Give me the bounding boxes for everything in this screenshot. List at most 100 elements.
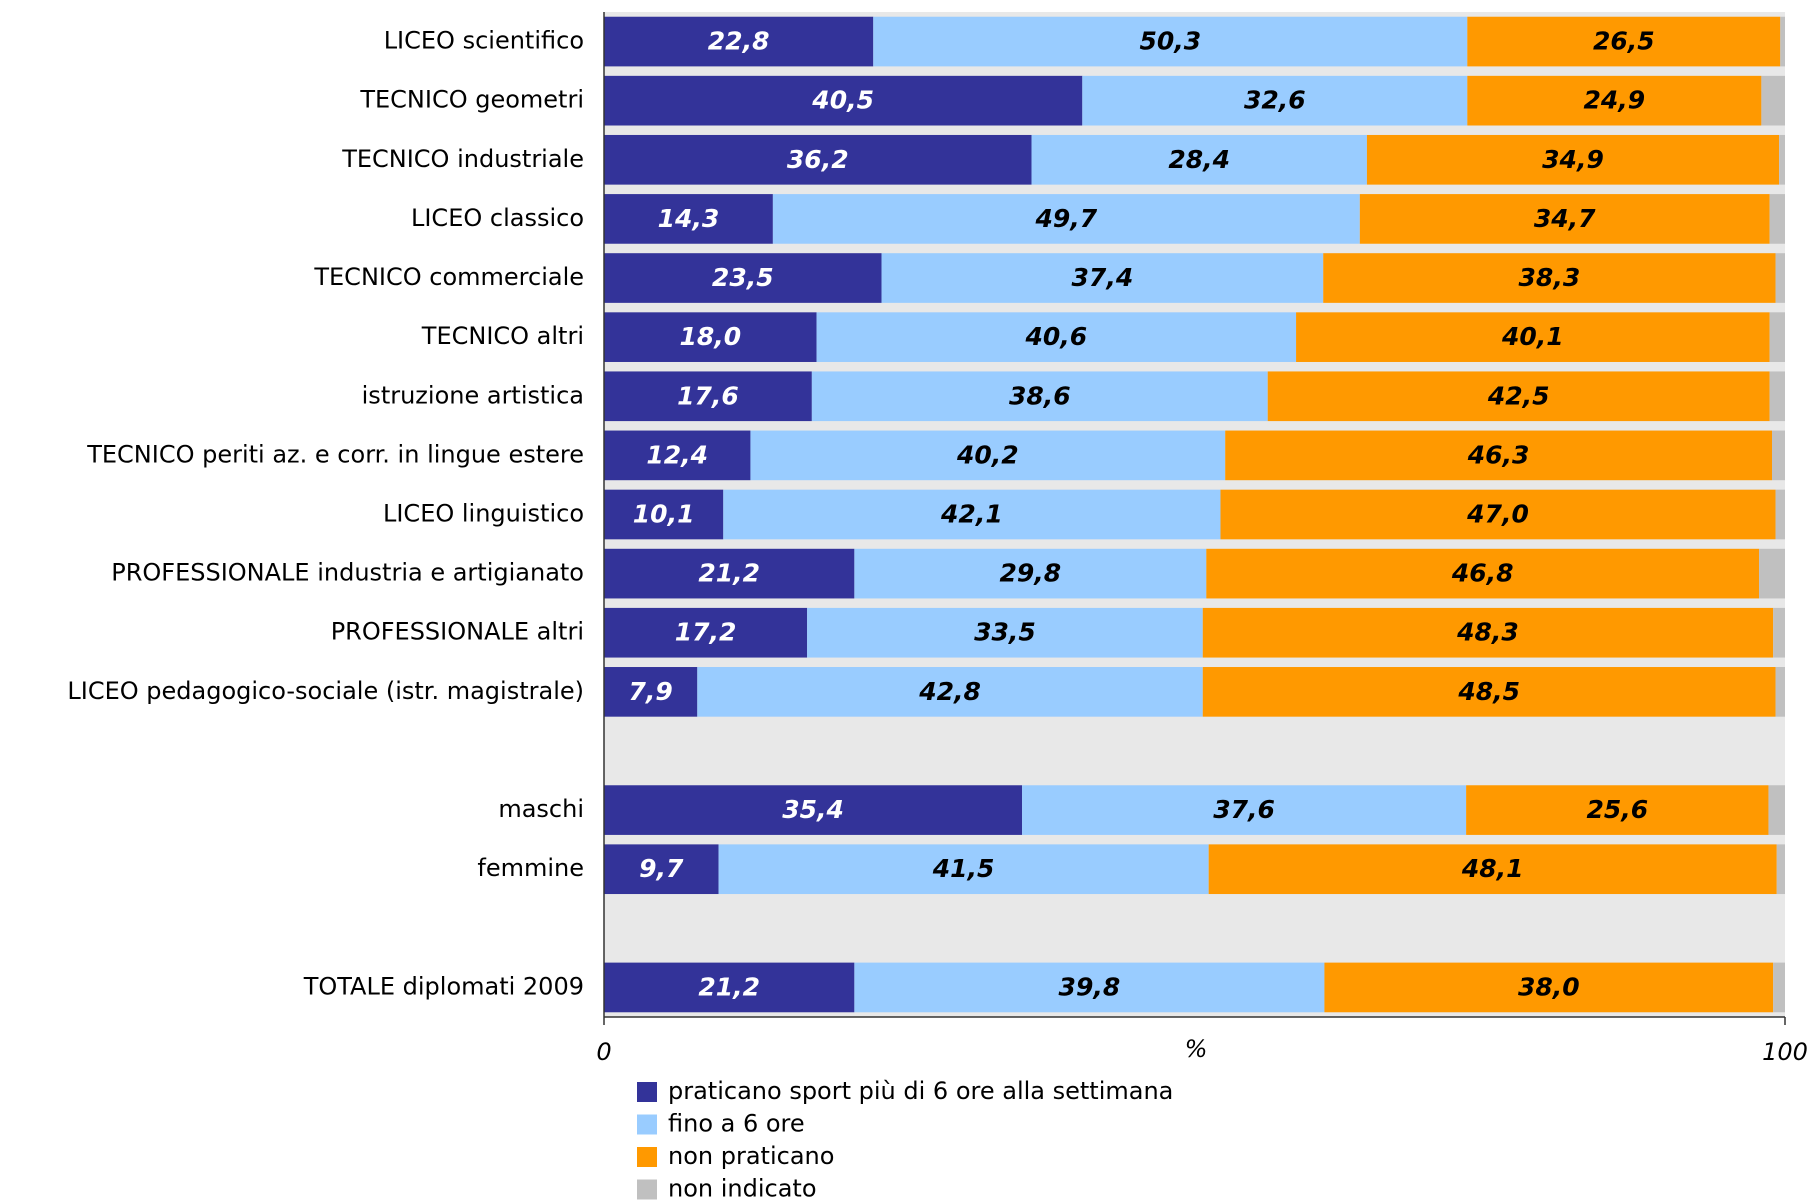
value-label: 14,3	[658, 204, 720, 233]
legend-swatch	[637, 1147, 657, 1167]
bar-segment	[604, 253, 882, 303]
bar-segment	[1779, 134, 1785, 185]
value-label: 7,9	[629, 677, 673, 706]
value-label: 12,4	[646, 440, 708, 469]
bar-segment	[1324, 962, 1774, 1013]
bar-segment	[718, 844, 1209, 895]
bar-segment	[1467, 16, 1781, 67]
value-label: 47,0	[1466, 500, 1529, 529]
bar-segment	[604, 962, 855, 1013]
value-label: 25,6	[1586, 795, 1648, 824]
bar-segment	[604, 548, 855, 599]
bar-segment	[1208, 844, 1777, 895]
bar-segment	[1359, 194, 1770, 244]
value-label: 21,2	[698, 972, 760, 1001]
value-label: 26,5	[1593, 27, 1655, 56]
bar-segment	[807, 607, 1203, 658]
legend-label: non indicato	[668, 1175, 817, 1202]
bar-segment	[811, 371, 1268, 422]
bar-segment	[1267, 371, 1770, 422]
x-axis-label: %	[1185, 1035, 1208, 1063]
value-label: 18,0	[679, 322, 741, 351]
bar-segment	[604, 844, 719, 895]
bar-segment	[1769, 194, 1785, 244]
bar-segment	[1773, 607, 1785, 658]
bar-segment	[854, 962, 1325, 1013]
value-label: 48,5	[1457, 677, 1520, 706]
bar-segment	[1225, 430, 1773, 481]
bar-segment	[1296, 312, 1770, 362]
value-label: 37,6	[1213, 795, 1275, 824]
y-tick-label: PROFESSIONALE industria e artigianato	[111, 559, 584, 587]
y-tick-label: TOTALE diplomati 2009	[303, 972, 584, 1000]
bar-segment	[604, 430, 751, 481]
bar-segment	[1776, 844, 1785, 895]
y-tick-label: TECNICO industriale	[341, 145, 584, 173]
value-label: 28,4	[1168, 145, 1230, 174]
bar-segment	[1202, 667, 1776, 717]
value-label: 37,4	[1072, 263, 1134, 292]
bar-segment	[772, 194, 1360, 244]
bar-segment	[750, 430, 1226, 481]
value-label: 17,6	[677, 381, 739, 410]
bar-segment	[723, 489, 1221, 540]
value-label: 40,5	[811, 86, 874, 115]
legend-label: fino a 6 ore	[668, 1110, 805, 1138]
bar-segment	[1323, 253, 1776, 303]
y-tick-label: PROFESSIONALE altri	[331, 618, 584, 646]
bar-segment	[1761, 75, 1785, 126]
value-label: 22,8	[708, 27, 770, 56]
bar-segment	[881, 253, 1324, 303]
value-label: 36,2	[787, 145, 849, 174]
value-label: 50,3	[1139, 27, 1201, 56]
x-tick-label: 100	[1762, 1038, 1808, 1066]
value-label: 49,7	[1035, 204, 1098, 233]
value-label: 29,8	[999, 559, 1061, 588]
bar-segment	[604, 371, 812, 422]
bar-segment	[1773, 962, 1785, 1013]
y-tick-label: istruzione artistica	[362, 381, 584, 409]
bar-segment	[604, 785, 1023, 835]
value-label: 21,2	[698, 559, 760, 588]
bar-segment	[1467, 75, 1762, 126]
bar-segment	[1772, 430, 1785, 481]
bar-segment	[1031, 134, 1367, 185]
value-label: 48,3	[1456, 618, 1519, 647]
value-label: 40,2	[956, 440, 1019, 469]
value-label: 48,1	[1461, 854, 1524, 883]
bar-segment	[1769, 312, 1785, 362]
y-tick-label: LICEO scientifico	[384, 27, 584, 55]
bar-segment	[604, 75, 1083, 126]
y-tick-label: femmine	[477, 854, 584, 882]
x-tick-label: 0	[596, 1038, 611, 1066]
value-label: 40,6	[1024, 322, 1087, 351]
bar-segment	[604, 607, 808, 658]
y-tick-label: TECNICO commerciale	[313, 263, 584, 291]
bar-segment	[1775, 667, 1785, 717]
bar-segment	[1759, 548, 1785, 599]
bar-segment	[604, 312, 817, 362]
legend-label: non praticano	[668, 1142, 834, 1170]
bar-segment	[1202, 607, 1774, 658]
value-label: 33,5	[974, 618, 1036, 647]
bar-segment	[1768, 785, 1785, 835]
bar-segment	[1366, 134, 1780, 185]
bar-segment	[1466, 785, 1769, 835]
bar-segment	[1220, 489, 1776, 540]
bar-segment	[604, 489, 724, 540]
bar-segment	[816, 312, 1297, 362]
bar-segment	[604, 667, 698, 717]
bar-segment	[1775, 489, 1785, 540]
legend-swatch	[637, 1082, 657, 1102]
y-tick-label: LICEO pedagogico-sociale (istr. magistra…	[67, 677, 584, 705]
bar-segment	[697, 667, 1203, 717]
bar-segment	[854, 548, 1207, 599]
bar-segment	[1780, 16, 1785, 67]
value-label: 41,5	[932, 854, 995, 883]
y-tick-label: maschi	[498, 795, 584, 823]
value-label: 39,8	[1059, 972, 1121, 1001]
value-label: 46,8	[1451, 559, 1514, 588]
bar-segment	[604, 134, 1032, 185]
y-tick-label: LICEO classico	[411, 204, 584, 232]
